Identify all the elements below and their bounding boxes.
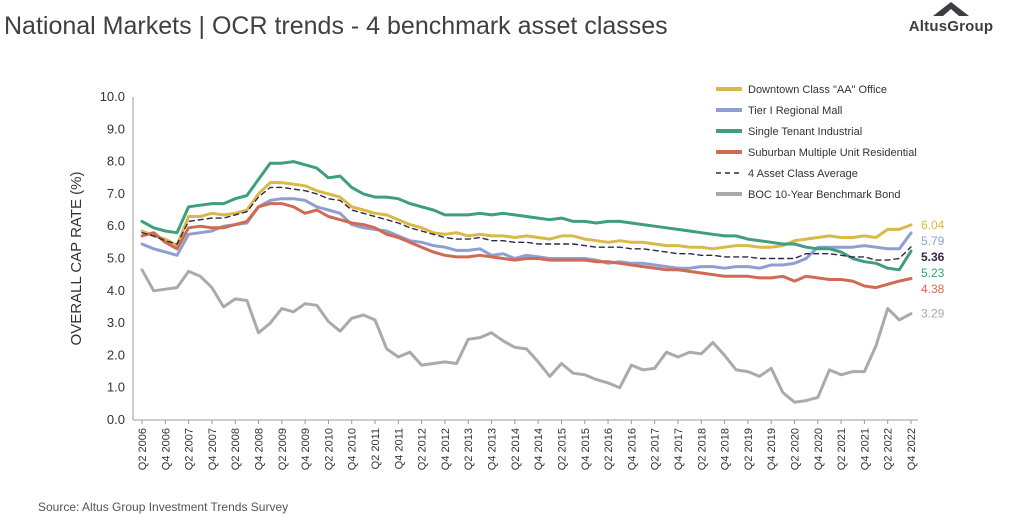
x-tick-label: Q2 2018 bbox=[696, 428, 708, 470]
series-line-4 bbox=[141, 186, 912, 261]
logo-text: AltusGroup bbox=[908, 18, 994, 35]
legend-label-4: 4 Asset Class Average bbox=[748, 168, 858, 180]
y-tick-label: 6.0 bbox=[107, 218, 125, 233]
x-tick-label: Q2 2019 bbox=[743, 428, 755, 470]
x-tick-label: Q4 2009 bbox=[300, 428, 312, 470]
x-tick-label: Q2 2013 bbox=[463, 428, 475, 470]
x-tick-label: Q4 2015 bbox=[580, 428, 592, 470]
x-tick-label: Q4 2012 bbox=[440, 428, 452, 470]
y-tick-label: 0.0 bbox=[107, 412, 125, 427]
x-tick-label: Q4 2013 bbox=[487, 428, 499, 470]
legend-label-1: Tier I Regional Mall bbox=[748, 105, 842, 117]
x-tick-label: Q4 2008 bbox=[254, 428, 266, 470]
y-tick-label: 10.0 bbox=[100, 89, 125, 104]
altus-group-logo: AltusGroup bbox=[901, 2, 1001, 42]
x-tick-label: Q2 2016 bbox=[603, 428, 615, 470]
series-line-1 bbox=[140, 197, 913, 270]
legend-label-2: Single Tenant Industrial bbox=[748, 126, 862, 138]
y-tick-label: 1.0 bbox=[107, 380, 125, 395]
x-tick-label: Q2 2009 bbox=[277, 428, 289, 470]
y-tick-label: 3.0 bbox=[107, 315, 125, 330]
x-tick-label: Q4 2021 bbox=[859, 428, 871, 470]
series-line-0 bbox=[140, 181, 913, 251]
x-tick-label: Q4 2014 bbox=[533, 428, 545, 470]
x-tick-label: Q2 2006 bbox=[137, 428, 149, 470]
x-tick-label: Q4 2007 bbox=[207, 428, 219, 470]
x-tick-label: Q4 2019 bbox=[766, 428, 778, 470]
legend-label-0: Downtown Class "AA" Office bbox=[748, 84, 887, 96]
x-tick-label: Q2 2014 bbox=[510, 428, 522, 470]
x-tick-label: Q2 2021 bbox=[836, 428, 848, 470]
y-tick-label: 5.0 bbox=[107, 251, 125, 266]
x-tick-label: Q2 2008 bbox=[230, 428, 242, 470]
x-tick-label: Q2 2015 bbox=[556, 428, 568, 470]
x-tick-label: Q2 2017 bbox=[650, 428, 662, 470]
y-tick-label: 9.0 bbox=[107, 121, 125, 136]
legend-label-3: Suburban Multiple Unit Residential bbox=[748, 147, 917, 159]
x-tick-label: Q2 2022 bbox=[883, 428, 895, 470]
x-tick-label: Q4 2017 bbox=[673, 428, 685, 470]
y-tick-label: 7.0 bbox=[107, 186, 125, 201]
series-end-label-1: 5.79 bbox=[921, 234, 945, 248]
series-end-label-5: 3.29 bbox=[921, 307, 945, 321]
x-tick-label: Q2 2007 bbox=[184, 428, 196, 470]
series-line-2 bbox=[140, 160, 913, 272]
logo-mountain-icon bbox=[933, 2, 969, 16]
x-tick-label: Q2 2012 bbox=[417, 428, 429, 470]
series-end-label-4: 5.36 bbox=[921, 250, 945, 264]
y-tick-label: 8.0 bbox=[107, 154, 125, 169]
x-tick-label: Q4 2016 bbox=[626, 428, 638, 470]
x-tick-label: Q4 2006 bbox=[160, 428, 172, 470]
series-end-label-2: 5.23 bbox=[921, 266, 945, 280]
y-axis-label: OVERALL CAP RATE (%) bbox=[68, 172, 85, 346]
x-tick-label: Q2 2010 bbox=[323, 428, 335, 470]
x-tick-label: Q4 2010 bbox=[347, 428, 359, 470]
page-title: National Markets | OCR trends - 4 benchm… bbox=[4, 12, 668, 40]
series-end-label-0: 6.04 bbox=[921, 218, 945, 232]
source-note: Source: Altus Group Investment Trends Su… bbox=[38, 500, 289, 514]
series-line-5 bbox=[140, 268, 913, 404]
y-tick-label: 2.0 bbox=[107, 347, 125, 362]
series-end-label-3: 4.38 bbox=[921, 282, 945, 296]
x-tick-label: Q4 2020 bbox=[813, 428, 825, 470]
x-tick-label: Q4 2018 bbox=[720, 428, 732, 470]
x-tick-label: Q4 2022 bbox=[906, 428, 918, 470]
x-tick-label: Q2 2011 bbox=[370, 428, 382, 469]
cap-rate-chart: 0.0 1.0 2.0 3.0 4.0 5.0 6.0 7.0 8.0 9.0 10.0 OVERAL… bbox=[68, 84, 945, 470]
legend-label-5: BOC 10-Year Benchmark Bond bbox=[748, 189, 900, 201]
x-tick-label: Q2 2020 bbox=[789, 428, 801, 470]
x-tick-label: Q4 2011 bbox=[393, 428, 405, 469]
y-tick-label: 4.0 bbox=[107, 283, 125, 298]
series-line-3 bbox=[140, 202, 913, 290]
